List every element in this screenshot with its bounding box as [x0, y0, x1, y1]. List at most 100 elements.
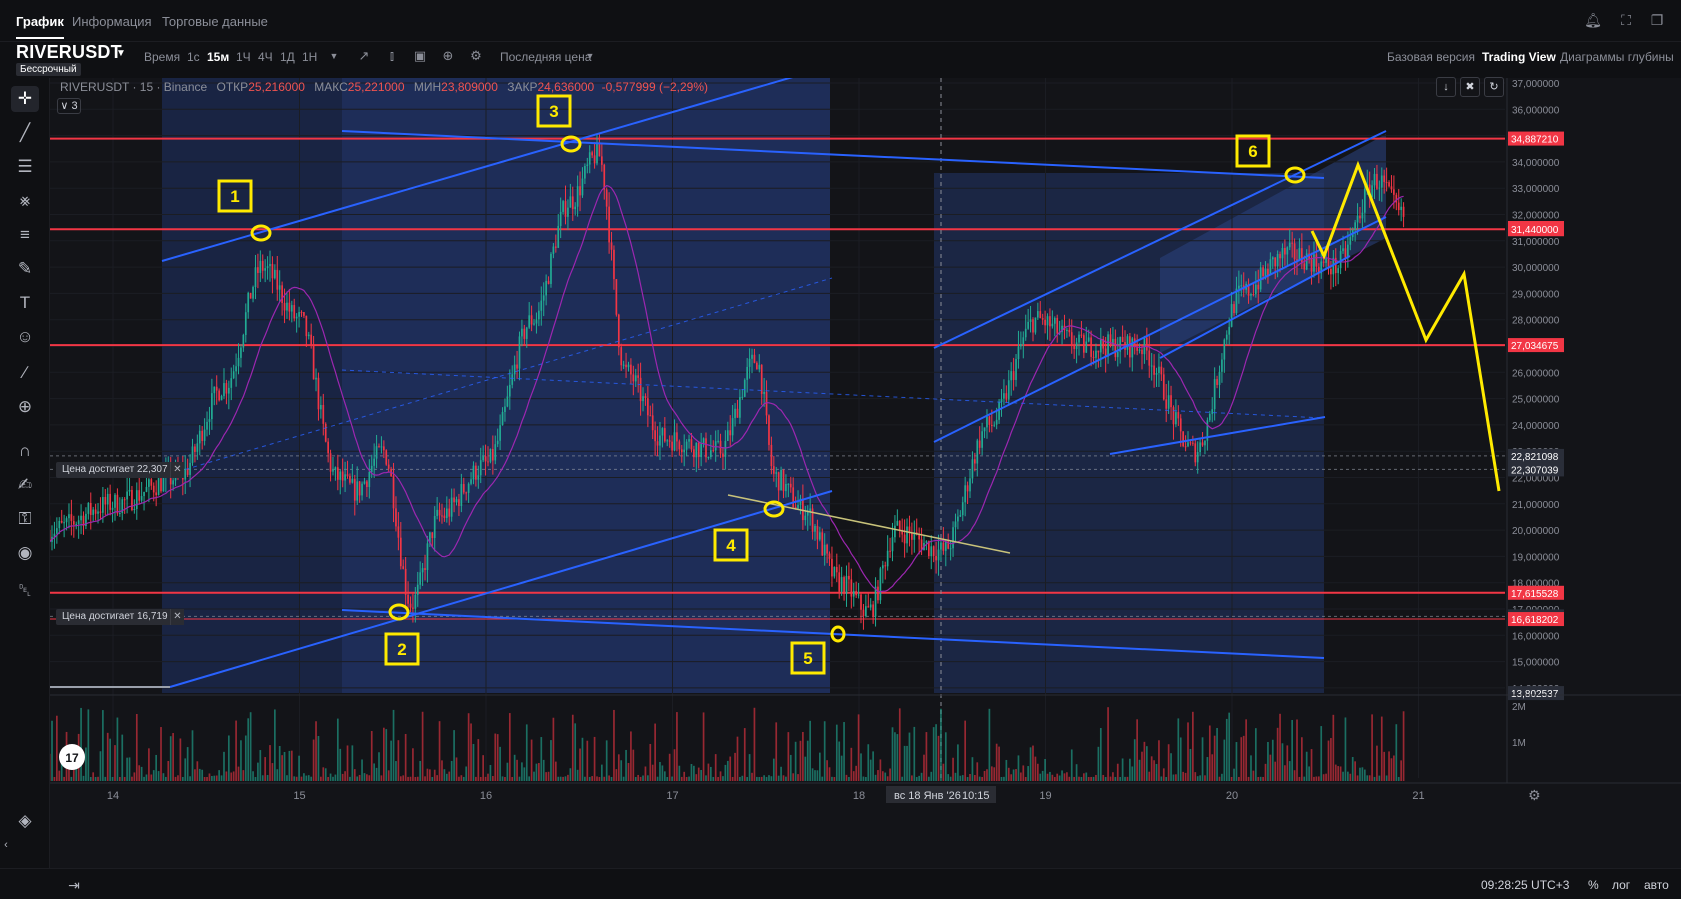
interval-1s[interactable]: 1с [187, 50, 200, 64]
volume-bar [930, 771, 933, 781]
candle-body [1136, 346, 1138, 351]
high-value: 25,221000 [347, 80, 405, 94]
alert-label-1[interactable]: Цена достигает 22,307 [56, 462, 174, 478]
interval-dropdown-icon[interactable]: ▼ [329, 51, 339, 61]
price-type-chevron-icon[interactable]: ▼ [585, 51, 595, 61]
volume-bar [1058, 775, 1061, 781]
alert-label-2[interactable]: Цена достигает 16,719 [56, 609, 174, 625]
settings-icon[interactable]: ⚙ [470, 48, 482, 63]
volume-bar [542, 759, 545, 781]
indicators-icon[interactable]: ↗ [358, 48, 370, 63]
interval-15m[interactable]: 15м [207, 50, 230, 64]
candle-body [995, 419, 998, 425]
candle-type-icon[interactable]: ⫾ [389, 48, 395, 63]
volume-bar [1376, 745, 1378, 781]
volume-bar [792, 773, 795, 781]
price-tick-label: 16,000000 [1512, 631, 1560, 642]
volume-bar [1165, 776, 1168, 781]
indicators-toggle[interactable]: ∨ 3 [57, 98, 81, 114]
trend-line-icon[interactable]: ╱ [19, 123, 31, 142]
volume-bar [756, 776, 758, 781]
candle-body [1349, 237, 1352, 245]
candle-body [874, 586, 877, 617]
add-icon[interactable]: ⊕ [442, 48, 454, 63]
calendar-range-icon[interactable]: ⇥ [68, 877, 80, 893]
lock-draw-icon[interactable]: ✍ [17, 475, 33, 494]
auto-toggle[interactable]: авто [1644, 878, 1669, 892]
volume-bar [901, 776, 904, 781]
volume-bar [898, 708, 901, 781]
fib-icon[interactable]: ☰ [17, 157, 33, 176]
collapse-arrow-icon[interactable]: ‹ [4, 839, 8, 851]
window-icon[interactable]: ❐ [1650, 12, 1664, 28]
layers-icon[interactable]: ◈ [18, 811, 32, 830]
candle-body [525, 327, 528, 339]
interval-4h[interactable]: 4Ч [258, 50, 273, 64]
chevron-down-icon[interactable]: ▼ [116, 48, 126, 59]
bell-icon[interactable]: 🔔︎ [1584, 12, 1602, 28]
candle-body [552, 246, 555, 254]
interval-1w[interactable]: 1Н [302, 50, 318, 64]
tab-info[interactable]: Информация [72, 14, 152, 29]
position-icon[interactable]: ≡ [20, 225, 30, 244]
candle-body [1085, 341, 1088, 353]
camera-icon[interactable]: ▣ [413, 48, 427, 63]
download-icon[interactable]: ↓ [1436, 77, 1456, 97]
volume-bar [988, 708, 991, 781]
volume-bar [1041, 770, 1044, 781]
tab-trading-data[interactable]: Торговые данные [162, 14, 268, 29]
collapse-icon[interactable]: ✖ [1460, 77, 1480, 97]
price-chart[interactable]: 12345637,00000036,00000035,00000034,0000… [50, 78, 1681, 868]
price-tag-bg [1508, 448, 1564, 463]
tab-chart[interactable]: График [16, 14, 64, 39]
candle-body [194, 446, 196, 452]
volume-bar [678, 765, 681, 781]
candle-body [1114, 338, 1117, 358]
volume-bar [567, 774, 569, 781]
close-icon[interactable]: ✕ [170, 609, 184, 625]
emoji-icon[interactable]: ☺ [16, 327, 34, 346]
eye-icon[interactable]: ◉ [17, 543, 33, 562]
close-icon[interactable]: ✕ [170, 462, 184, 478]
magnet-icon[interactable]: ∩ [18, 441, 32, 460]
symbol-name[interactable]: RIVERUSDT [16, 42, 122, 62]
volume-bar [126, 757, 128, 781]
fullscreen-icon[interactable]: ⛶ [1621, 12, 1631, 28]
candle-body [1388, 182, 1390, 187]
volume-bar [477, 739, 480, 781]
candle-body [971, 459, 974, 479]
volume-bar [242, 770, 245, 781]
zoom-icon[interactable]: ⊕ [17, 397, 33, 416]
percent-toggle[interactable]: % [1588, 878, 1599, 892]
view-tradingview[interactable]: Trading View [1482, 50, 1556, 64]
candle-body [1083, 335, 1085, 353]
crosshair-clock-label: 10:15 [962, 790, 990, 802]
candle-body [366, 481, 368, 488]
trash-icon[interactable]: ␡ [18, 581, 32, 600]
crosshair-icon[interactable]: ✛ [11, 86, 39, 112]
view-depth[interactable]: Диаграммы глубины [1560, 50, 1674, 64]
volume-bar [872, 751, 874, 781]
candle-body [1390, 186, 1393, 190]
text-icon[interactable]: T [19, 293, 31, 312]
candle-body [1066, 329, 1068, 331]
view-basic[interactable]: Базовая версия [1387, 50, 1475, 64]
interval-1d[interactable]: 1Д [280, 50, 295, 64]
log-toggle[interactable]: лог [1612, 878, 1631, 892]
interval-1h[interactable]: 1Ч [236, 50, 251, 64]
candle-body [1368, 184, 1371, 198]
lock-icon[interactable]: ⚿ [18, 509, 32, 528]
price-type-select[interactable]: Последняя цена [500, 50, 592, 64]
pattern-icon[interactable]: ⨳ [19, 191, 31, 210]
candle-body [247, 292, 250, 313]
chart-area[interactable]: 12345637,00000036,00000035,00000034,0000… [50, 77, 1681, 868]
ruler-icon[interactable]: ∕ [23, 363, 27, 382]
volume-bar [1279, 713, 1281, 781]
refresh-icon[interactable]: ↻ [1484, 77, 1504, 97]
volume-bar [1073, 776, 1076, 781]
volume-bar [475, 776, 477, 781]
brush-icon[interactable]: ✎ [17, 259, 33, 278]
candle-body [1003, 393, 1005, 399]
time-label[interactable]: Время [144, 50, 181, 64]
candle-body [94, 509, 97, 514]
